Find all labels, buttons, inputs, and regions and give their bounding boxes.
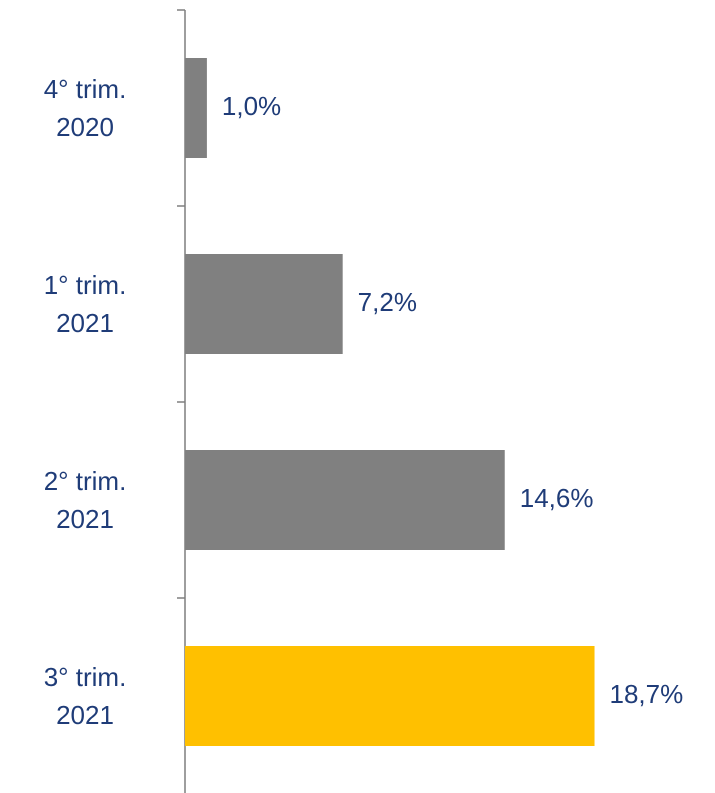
bar	[185, 254, 343, 354]
value-label: 7,2%	[358, 287, 417, 317]
bar	[185, 58, 207, 158]
bar	[185, 450, 505, 550]
value-label: 18,7%	[610, 679, 684, 709]
category-label: 2° trim. 2021	[43, 466, 127, 534]
value-label: 1,0%	[222, 91, 281, 121]
category-label: 3° trim. 2021	[43, 662, 127, 730]
value-label: 14,6%	[520, 483, 594, 513]
category-label: 4° trim. 2020	[43, 74, 127, 142]
category-label: 1° trim. 2021	[43, 270, 127, 338]
bar	[185, 646, 595, 746]
